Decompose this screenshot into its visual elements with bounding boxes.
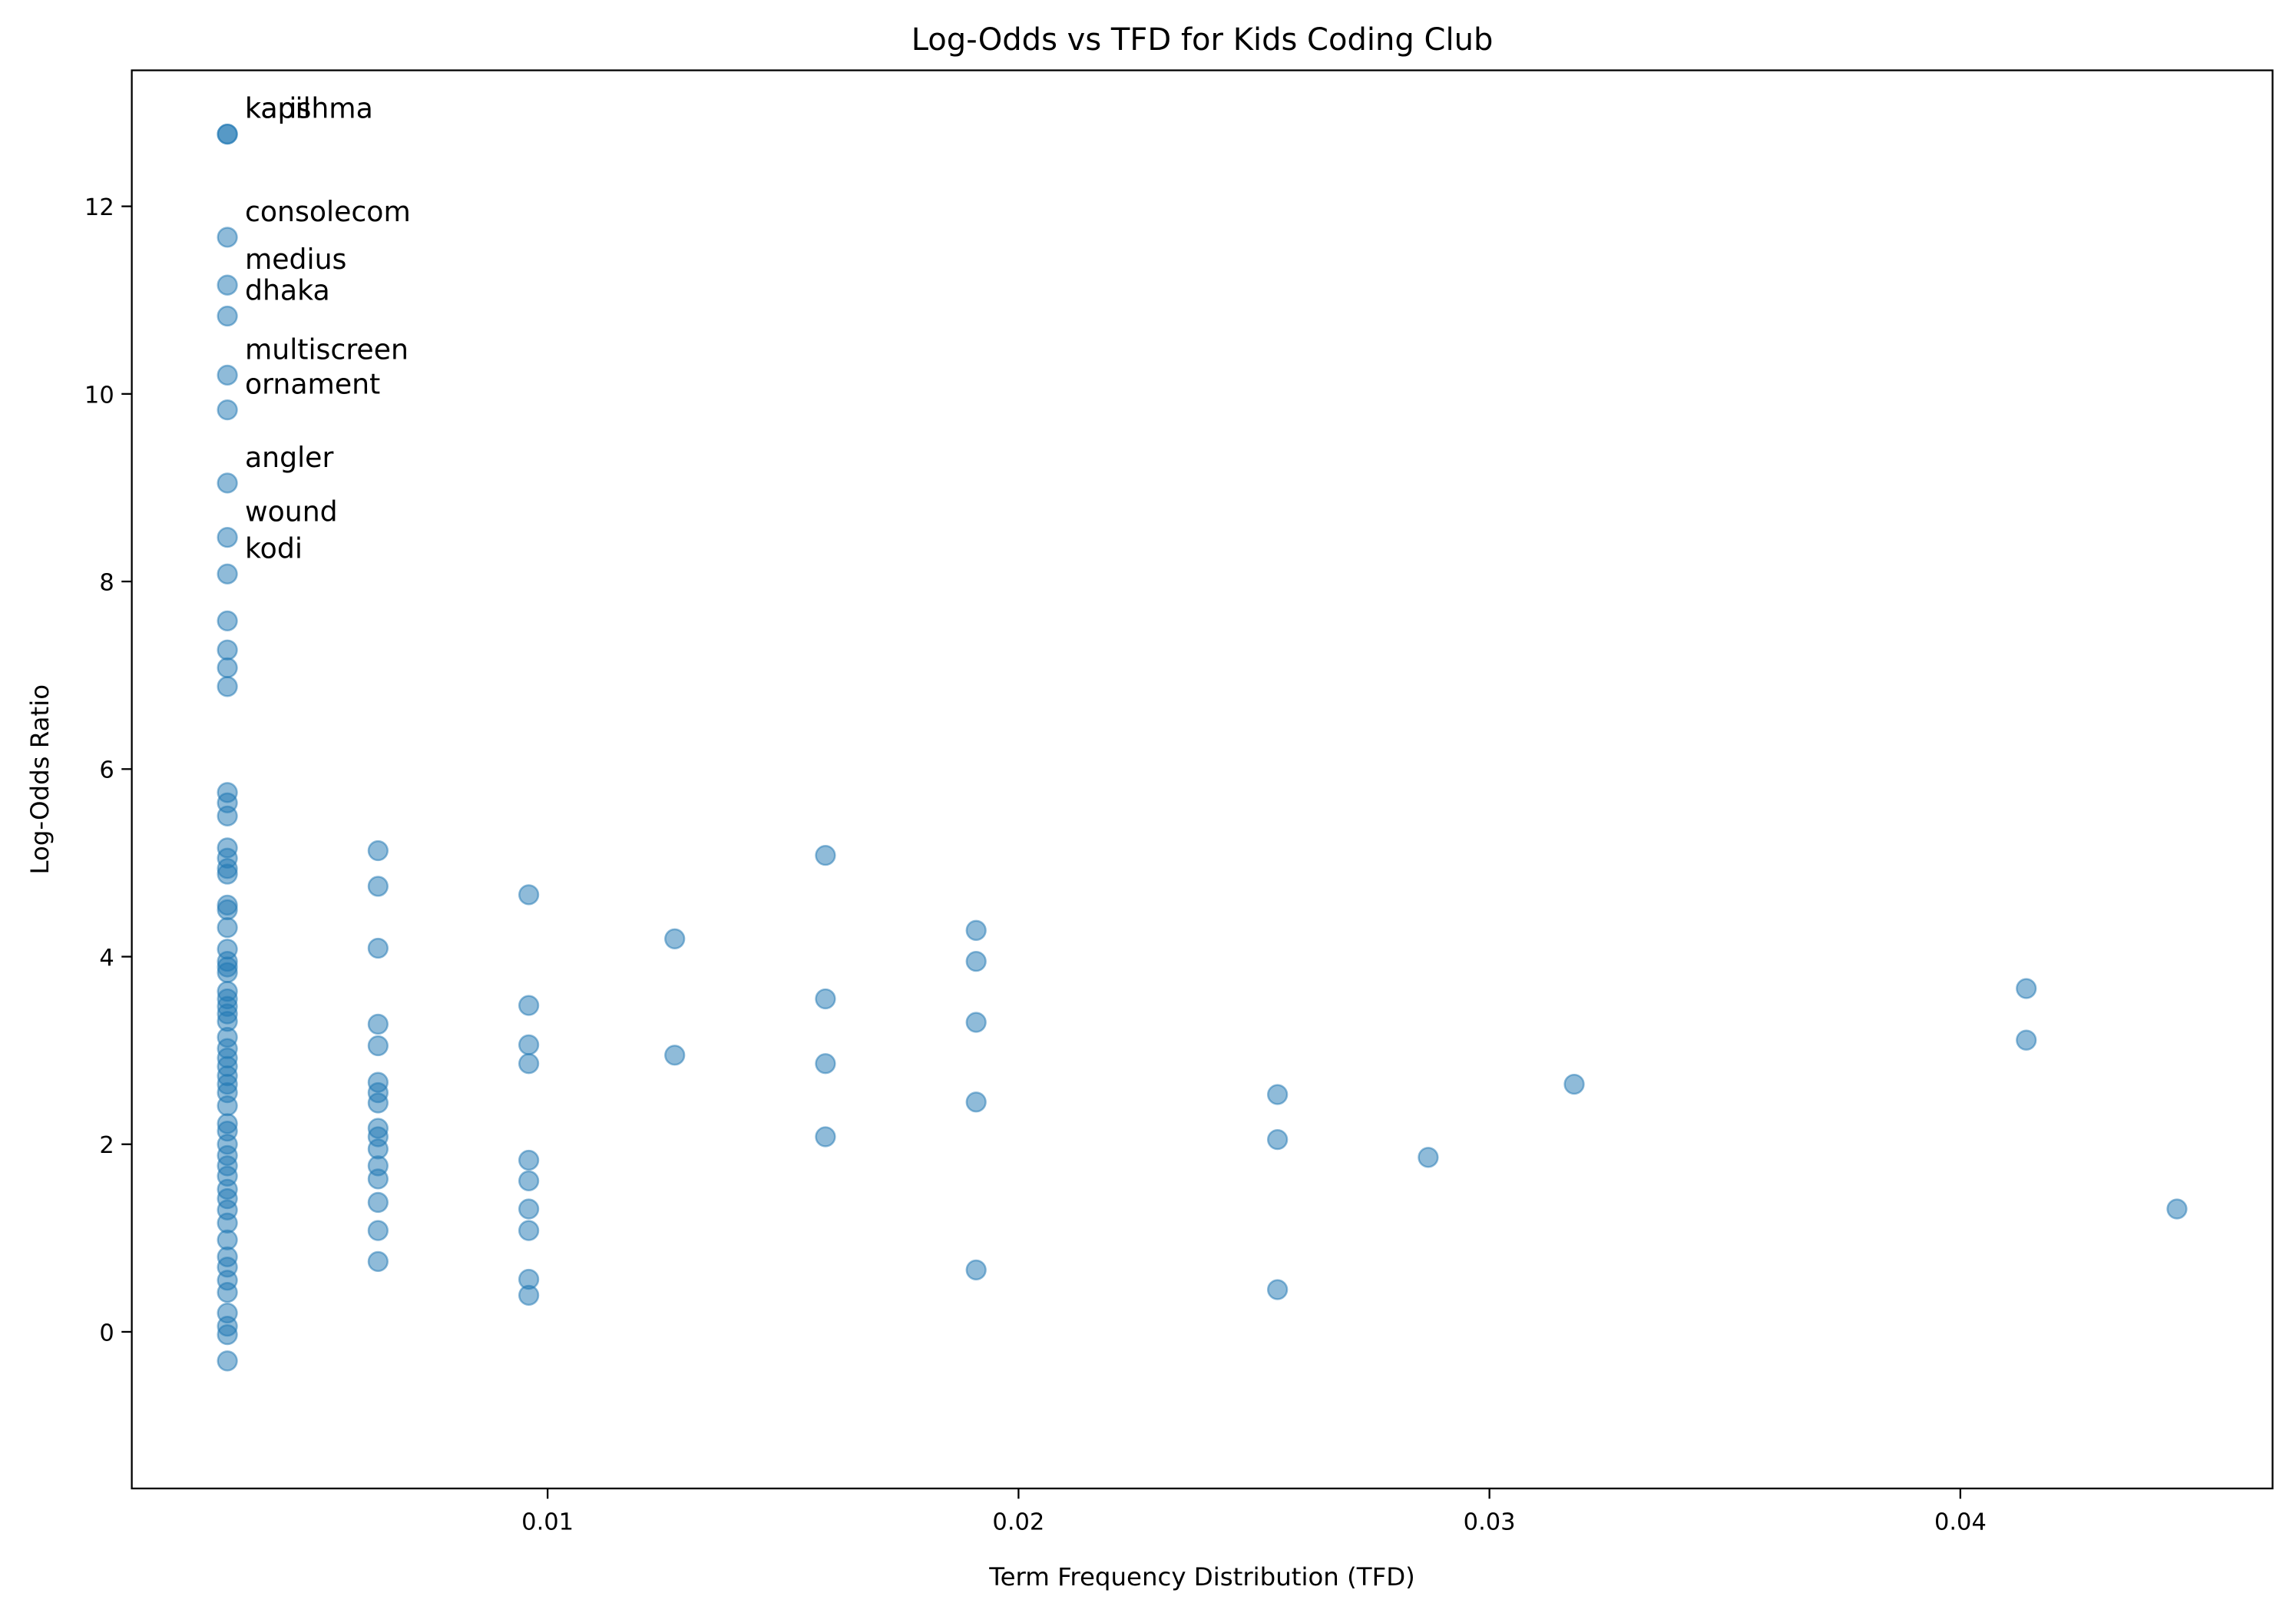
point-annotation: wound bbox=[245, 495, 338, 528]
point-annotation: medius bbox=[245, 243, 346, 276]
point bbox=[367, 1191, 389, 1214]
point bbox=[217, 1323, 238, 1346]
point bbox=[518, 995, 540, 1016]
point bbox=[217, 805, 238, 826]
point bbox=[217, 639, 238, 661]
point bbox=[367, 1220, 389, 1241]
point bbox=[217, 364, 238, 386]
point bbox=[518, 1198, 540, 1220]
point bbox=[518, 1034, 540, 1055]
x-tick-label: 0.04 bbox=[1934, 1509, 1987, 1535]
point bbox=[815, 844, 836, 866]
point bbox=[367, 1035, 389, 1057]
y-axis-label: Log-Odds Ratio bbox=[25, 684, 55, 875]
point bbox=[217, 917, 238, 939]
y-tick-label: 4 bbox=[99, 945, 114, 972]
y-tick-label: 10 bbox=[84, 382, 114, 409]
point bbox=[815, 1126, 836, 1148]
y-tick-label: 8 bbox=[99, 570, 114, 597]
point bbox=[217, 563, 238, 585]
point bbox=[965, 950, 987, 972]
point bbox=[815, 1053, 836, 1075]
chart-title: Log-Odds vs TFD for Kids Coding Club bbox=[911, 22, 1494, 58]
point bbox=[367, 1092, 389, 1114]
point bbox=[1418, 1147, 1439, 1168]
point bbox=[518, 1170, 540, 1191]
x-tick-label: 0.02 bbox=[992, 1509, 1044, 1535]
point bbox=[518, 1220, 540, 1241]
y-tick-label: 0 bbox=[99, 1320, 114, 1346]
point-annotation: karishma bbox=[245, 92, 373, 125]
point-annotation: angler bbox=[245, 441, 333, 474]
point bbox=[217, 899, 238, 921]
point bbox=[664, 928, 686, 949]
point bbox=[1267, 1084, 1289, 1105]
point bbox=[518, 1149, 540, 1171]
point bbox=[367, 876, 389, 897]
point bbox=[217, 657, 238, 679]
point-annotation: ornament bbox=[245, 368, 380, 401]
point bbox=[518, 884, 540, 906]
y-tick-label: 2 bbox=[99, 1132, 114, 1159]
point bbox=[965, 919, 987, 941]
point bbox=[217, 227, 238, 248]
point bbox=[217, 399, 238, 421]
point bbox=[664, 1045, 686, 1066]
point bbox=[965, 1259, 987, 1280]
point bbox=[217, 274, 238, 296]
point bbox=[367, 1168, 389, 1190]
point bbox=[217, 863, 238, 885]
point bbox=[217, 676, 238, 697]
point bbox=[965, 1012, 987, 1033]
plot-frame bbox=[131, 69, 2274, 1490]
point bbox=[217, 472, 238, 494]
y-tick-label: 6 bbox=[99, 757, 114, 784]
point bbox=[217, 610, 238, 631]
point bbox=[965, 1091, 987, 1113]
x-tick-label: 0.03 bbox=[1464, 1509, 1516, 1535]
point bbox=[367, 937, 389, 959]
x-tick-label: 0.01 bbox=[521, 1509, 574, 1535]
y-tick-label: 12 bbox=[84, 194, 114, 221]
point bbox=[1563, 1073, 1585, 1095]
point bbox=[367, 1013, 389, 1035]
point-annotation: dhaka bbox=[245, 273, 330, 306]
point bbox=[2016, 978, 2037, 999]
point bbox=[217, 1350, 238, 1372]
point bbox=[217, 962, 238, 983]
point bbox=[367, 840, 389, 862]
x-axis-label: Term Frequency Distribution (TFD) bbox=[988, 1562, 1415, 1591]
point bbox=[217, 1282, 238, 1303]
point-annotation: kodi bbox=[245, 532, 303, 565]
point bbox=[1267, 1279, 1289, 1300]
point-annotation: kapil bbox=[245, 92, 311, 125]
point-annotation: multiscreen bbox=[245, 333, 409, 366]
point-annotation: consolecom bbox=[245, 195, 411, 228]
point bbox=[1267, 1128, 1289, 1151]
point bbox=[518, 1053, 540, 1075]
point bbox=[217, 1095, 238, 1117]
point bbox=[518, 1284, 540, 1306]
point bbox=[217, 527, 238, 548]
point bbox=[217, 305, 238, 327]
point bbox=[2166, 1198, 2188, 1220]
point bbox=[2016, 1029, 2037, 1051]
point bbox=[815, 988, 836, 1010]
point bbox=[217, 123, 238, 145]
point bbox=[367, 1250, 389, 1273]
